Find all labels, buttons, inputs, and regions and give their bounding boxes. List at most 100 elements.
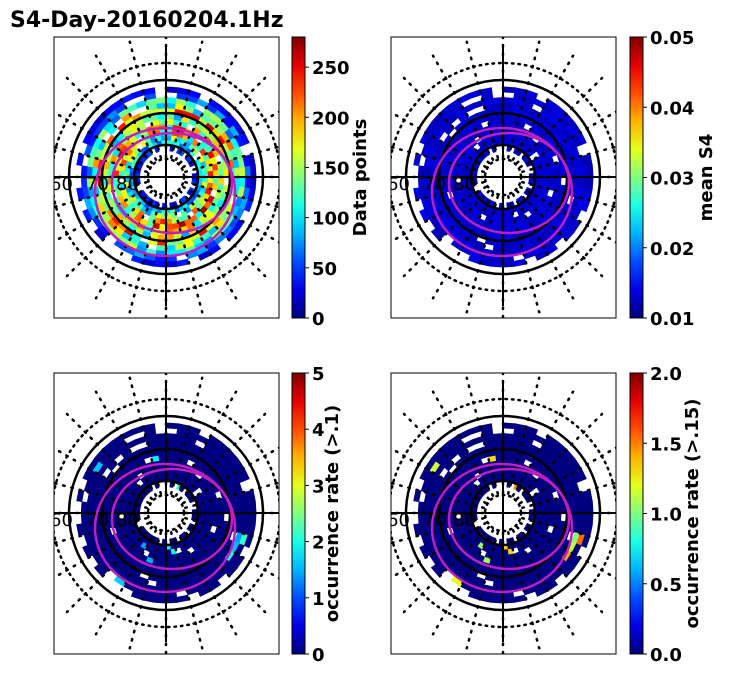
data-bin [187, 89, 202, 99]
data-bin [457, 217, 468, 228]
data-bin [110, 137, 121, 148]
data-bin [576, 502, 583, 514]
data-bin [128, 470, 138, 480]
data-bin [199, 139, 209, 149]
data-bin [166, 102, 177, 109]
data-bin [567, 137, 577, 150]
data-bin [209, 492, 218, 502]
data-bin [157, 234, 166, 241]
data-bin [149, 135, 157, 144]
data-bin [571, 503, 578, 514]
data-bin [206, 518, 214, 526]
data-bin [197, 453, 209, 464]
data-bin [197, 117, 209, 128]
data-bin [446, 228, 458, 241]
data-bin [82, 467, 93, 481]
plot-area: 60 70 80 [391, 373, 616, 654]
data-bin [131, 425, 145, 435]
data-bin [76, 153, 85, 166]
data-bin [176, 258, 190, 267]
data-bin [581, 177, 589, 189]
colorbar-label: Data points [350, 119, 371, 237]
data-bin [503, 470, 509, 477]
data-bin [439, 176, 446, 186]
data-bin [102, 512, 109, 522]
data-bin [456, 536, 466, 546]
data-bin [211, 542, 222, 553]
data-bin [102, 478, 112, 489]
data-bin [581, 534, 591, 549]
auroral-oval-inner [110, 131, 234, 235]
colorbar-tick-label: 1.5 [650, 434, 682, 455]
data-bin [166, 97, 177, 104]
data-bin [83, 197, 93, 210]
data-bin [216, 199, 225, 210]
dotted-meridian [391, 481, 485, 510]
data-bin [131, 231, 142, 241]
data-bin [567, 473, 577, 486]
data-bin [547, 551, 558, 563]
data-bin [525, 202, 534, 211]
data-bin [576, 131, 587, 146]
data-bin [450, 575, 464, 587]
data-bin [439, 478, 449, 489]
data-bin [553, 134, 564, 146]
data-bin [544, 506, 551, 514]
data-bin [86, 512, 93, 524]
data-bin [429, 124, 441, 138]
data-bin [207, 506, 214, 514]
dotted-meridian [506, 40, 541, 159]
data-bin [115, 131, 126, 142]
data-bin [552, 208, 563, 220]
data-bin [110, 551, 122, 562]
data-bin [576, 166, 583, 178]
data-bin [131, 567, 142, 577]
data-bin [495, 118, 504, 125]
colorbar-tick-label: 2.0 [650, 364, 682, 385]
data-bin [565, 552, 577, 566]
data-bin [155, 581, 166, 588]
dotted-meridian [391, 446, 487, 505]
data-bin [211, 499, 219, 508]
data-bin [571, 196, 581, 209]
data-bin [562, 449, 576, 462]
data-bin [158, 118, 167, 125]
data-bin [442, 544, 453, 556]
data-bin [543, 486, 553, 496]
data-bin [433, 127, 445, 140]
dotted-meridian [391, 516, 485, 545]
data-bin [106, 470, 117, 482]
data-bin [413, 153, 422, 166]
colorbar-tick-label: 0.02 [650, 239, 694, 260]
colorbar-tick-label: 0.01 [650, 309, 694, 330]
data-bin [216, 134, 227, 146]
data-bin [536, 475, 546, 485]
data-bin [548, 542, 559, 553]
data-bin [195, 457, 206, 468]
data-bin [118, 500, 126, 508]
data-bin [155, 97, 167, 104]
data-bin [115, 548, 125, 559]
data-bin [120, 553, 131, 564]
data-bin [134, 245, 147, 255]
data-bin [569, 219, 582, 233]
data-bin [205, 575, 218, 588]
data-bin [117, 443, 130, 455]
panel-data-points: 60 70 80 0 50 100 150 200 250 Data points [53, 36, 371, 330]
data-bin [130, 255, 145, 265]
data-bin [135, 538, 144, 547]
data-bin [566, 148, 576, 160]
dotted-meridian [521, 516, 616, 545]
dotted-meridian [178, 76, 267, 165]
data-bin [502, 554, 510, 561]
data-bin [479, 423, 493, 432]
data-bin [555, 505, 562, 514]
colorbar-tick-label: 3 [312, 476, 325, 497]
data-bin [496, 554, 503, 561]
data-bin [424, 206, 435, 220]
data-bin [435, 560, 447, 574]
plot-frame [53, 372, 280, 655]
data-bin [586, 165, 594, 178]
data-bin [503, 113, 512, 120]
data-bin [166, 438, 177, 445]
